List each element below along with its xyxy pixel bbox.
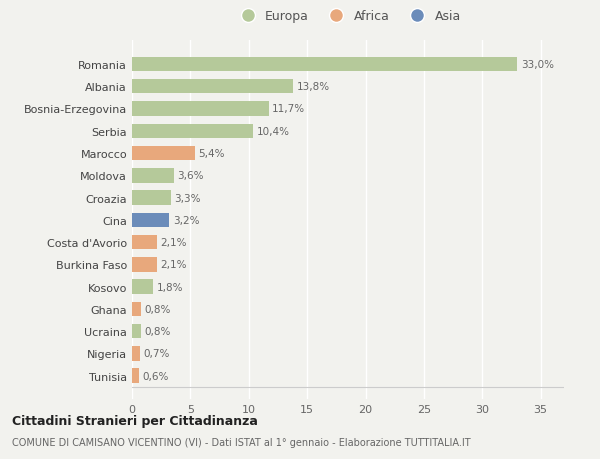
Text: 3,3%: 3,3% xyxy=(174,193,200,203)
Text: 2,1%: 2,1% xyxy=(160,238,187,247)
Text: 33,0%: 33,0% xyxy=(521,60,554,70)
Text: Cittadini Stranieri per Cittadinanza: Cittadini Stranieri per Cittadinanza xyxy=(12,414,258,428)
Bar xyxy=(132,369,139,383)
Text: 10,4%: 10,4% xyxy=(257,127,290,136)
Text: 11,7%: 11,7% xyxy=(272,104,305,114)
Bar xyxy=(132,213,169,228)
Bar xyxy=(132,146,195,161)
Text: 0,8%: 0,8% xyxy=(145,326,171,336)
Bar xyxy=(132,124,253,139)
Text: 0,6%: 0,6% xyxy=(143,371,169,381)
Bar xyxy=(132,324,142,339)
Bar xyxy=(132,347,140,361)
Bar xyxy=(132,80,293,94)
Legend: Europa, Africa, Asia: Europa, Africa, Asia xyxy=(230,5,466,28)
Text: 3,6%: 3,6% xyxy=(178,171,204,181)
Bar xyxy=(132,57,517,72)
Text: 2,1%: 2,1% xyxy=(160,260,187,270)
Text: 1,8%: 1,8% xyxy=(157,282,183,292)
Bar xyxy=(132,280,153,294)
Bar xyxy=(132,302,142,316)
Bar xyxy=(132,257,157,272)
Text: 0,8%: 0,8% xyxy=(145,304,171,314)
Bar xyxy=(132,168,174,183)
Text: COMUNE DI CAMISANO VICENTINO (VI) - Dati ISTAT al 1° gennaio - Elaborazione TUTT: COMUNE DI CAMISANO VICENTINO (VI) - Dati… xyxy=(12,437,470,447)
Bar xyxy=(132,102,269,117)
Bar xyxy=(132,235,157,250)
Text: 5,4%: 5,4% xyxy=(199,149,225,159)
Bar xyxy=(132,191,170,205)
Text: 0,7%: 0,7% xyxy=(143,349,170,358)
Text: 3,2%: 3,2% xyxy=(173,215,199,225)
Text: 13,8%: 13,8% xyxy=(296,82,330,92)
